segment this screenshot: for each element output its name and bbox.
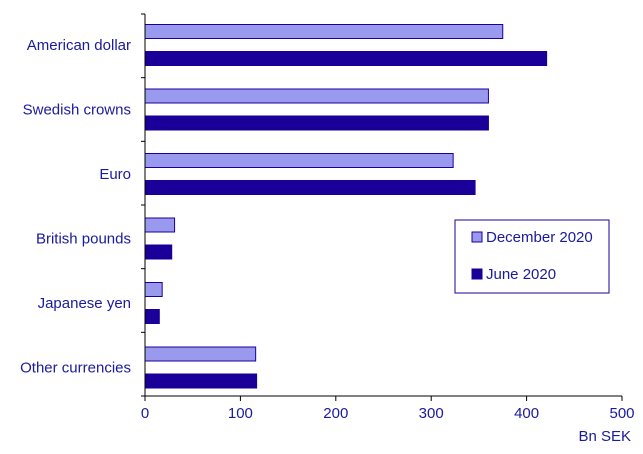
x-axis-label: Bn SEK <box>578 428 631 445</box>
bar-june-2020-5 <box>144 373 258 389</box>
category-label: American dollar <box>27 37 131 54</box>
bar-december-2020-5 <box>144 346 257 362</box>
category-label: Euro <box>99 166 131 183</box>
bar-june-2020-4 <box>144 309 160 324</box>
category-label: Japanese yen <box>38 295 131 312</box>
bars-group <box>144 24 548 389</box>
category-labels: American dollar Swedish crowns Euro British… <box>20 37 131 377</box>
x-axis: 0 100 200 300 400 500 <box>141 13 635 422</box>
x-tick-label: 200 <box>323 405 348 422</box>
category-label: Other currencies <box>20 360 131 377</box>
x-tick-label: 400 <box>514 405 539 422</box>
legend-label: December 2020 <box>486 229 593 246</box>
x-tick-label: 0 <box>141 405 149 422</box>
bar-december-2020-2 <box>144 153 454 168</box>
category-label: Swedish crowns <box>23 102 131 119</box>
bar-december-2020-3 <box>144 217 176 233</box>
bar-june-2020-3 <box>144 244 173 260</box>
legend: December 2020 June 2020 <box>454 219 610 294</box>
category-label: British pounds <box>36 231 131 248</box>
x-tick-label: 500 <box>609 405 634 422</box>
legend-swatch <box>471 231 483 243</box>
bar-december-2020-4 <box>144 282 163 297</box>
legend-label: June 2020 <box>486 266 556 283</box>
x-tick-label: 100 <box>228 405 253 422</box>
bar-december-2020-0 <box>144 24 504 39</box>
bar-june-2020-0 <box>144 51 548 66</box>
x-tick-label: 300 <box>419 405 444 422</box>
legend-swatch <box>471 268 483 280</box>
bar-december-2020-1 <box>144 88 489 104</box>
bar-june-2020-2 <box>144 180 476 195</box>
bar-june-2020-1 <box>144 115 489 131</box>
